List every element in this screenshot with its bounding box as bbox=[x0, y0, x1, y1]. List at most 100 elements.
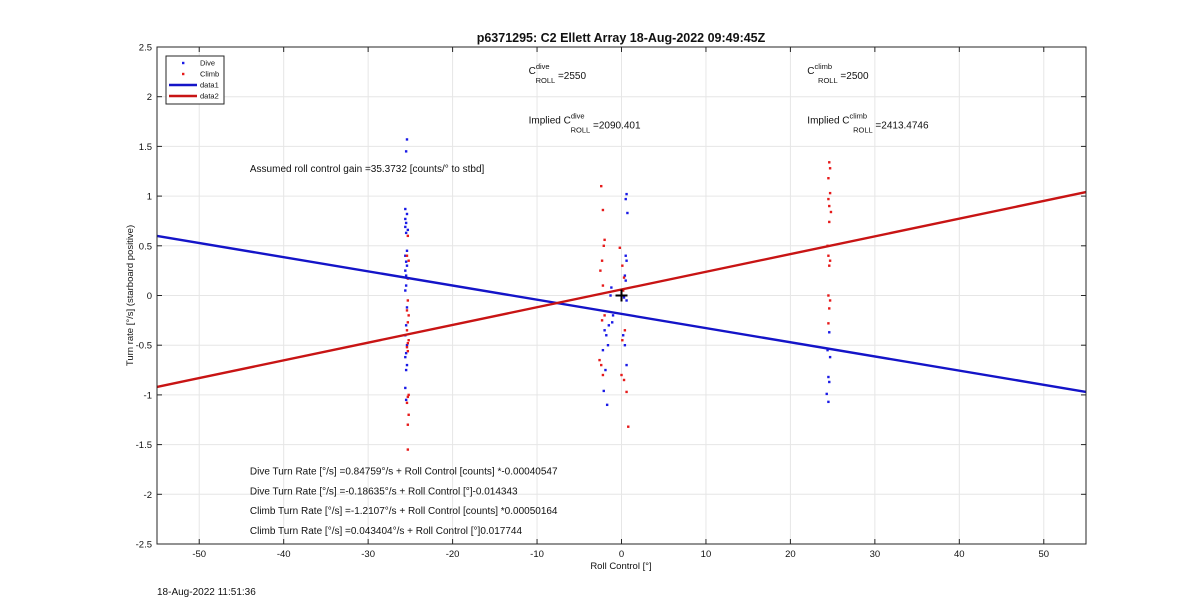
dive-point bbox=[621, 334, 625, 337]
dive-point bbox=[605, 403, 609, 407]
y-tick-label: -2 bbox=[144, 490, 152, 501]
y-tick-label: 0 bbox=[147, 291, 152, 302]
climb-point bbox=[828, 204, 831, 208]
climb-point bbox=[621, 289, 625, 292]
climb-point bbox=[405, 401, 409, 405]
dive-point bbox=[405, 212, 409, 216]
dive-point bbox=[607, 324, 611, 327]
dive-point bbox=[624, 197, 627, 201]
render-timestamp: 18-Aug-2022 11:51:36 bbox=[157, 587, 256, 598]
dive-point bbox=[624, 254, 627, 257]
climb-point bbox=[405, 254, 409, 257]
dive-point bbox=[406, 228, 410, 232]
annotation-part: =2413.4746 bbox=[873, 121, 929, 132]
y-tick-label: 1 bbox=[147, 192, 152, 203]
dive-point bbox=[828, 380, 831, 384]
dive-point bbox=[601, 348, 605, 352]
dive-point bbox=[404, 217, 407, 221]
climb-point bbox=[827, 197, 830, 201]
dive-point bbox=[623, 344, 627, 347]
climb-point bbox=[600, 259, 604, 262]
annotation-part: Dive Turn Rate [°/s] =-0.18635°/s + Roll… bbox=[250, 486, 518, 497]
dive-point bbox=[404, 254, 407, 257]
axis-ticks: -50 -40 -30 -20 -10 0 10 20 30 40 50-2.5-2-1.5-1-0… bbox=[136, 43, 1086, 560]
legend-label: data2 bbox=[200, 92, 219, 101]
annotation-part: dive bbox=[571, 112, 585, 121]
dive-point bbox=[826, 348, 829, 352]
y-tick-label: 1.5 bbox=[139, 142, 152, 153]
climb-point bbox=[827, 177, 830, 180]
dive-point bbox=[404, 207, 407, 211]
annotation-7: Climb Turn Rate [°/s] =-1.2107°/s + Roll… bbox=[250, 506, 558, 517]
climb-point bbox=[625, 390, 628, 394]
climb-point bbox=[407, 393, 410, 397]
x-tick-label: 20 bbox=[785, 549, 796, 560]
dive-point bbox=[602, 389, 605, 393]
data1-line bbox=[156, 234, 1087, 394]
climb-point bbox=[603, 314, 606, 317]
climb-point bbox=[407, 259, 410, 262]
dive-point bbox=[825, 392, 828, 396]
climb-point bbox=[828, 167, 832, 170]
annotation-part: ROLL bbox=[853, 126, 873, 135]
annotation-part: Implied C bbox=[807, 116, 849, 127]
climb-point bbox=[601, 373, 605, 377]
climb-point bbox=[620, 373, 623, 377]
climb-point bbox=[598, 358, 601, 362]
climb-point bbox=[621, 339, 624, 342]
annotation-1: Cdive ROLL =2550 bbox=[529, 62, 587, 85]
y-axis-label: Turn rate [°/s] (starboard positive) bbox=[125, 225, 136, 366]
dive-point bbox=[622, 296, 626, 299]
y-tick-label: 2 bbox=[147, 92, 152, 103]
climb-point bbox=[600, 319, 604, 322]
x-tick-label: 40 bbox=[954, 549, 965, 560]
dive-point bbox=[625, 363, 628, 367]
dive-point bbox=[404, 231, 408, 235]
climb-point bbox=[827, 254, 830, 257]
climb-point bbox=[407, 413, 410, 416]
annotation-4: Implied Cclimb ROLL =2413.4746 bbox=[807, 112, 929, 135]
dive-point bbox=[610, 286, 613, 289]
legend-label: Climb bbox=[200, 70, 219, 79]
x-tick-label: -10 bbox=[530, 549, 544, 560]
dive-point bbox=[404, 398, 408, 402]
origin-marker bbox=[615, 289, 628, 302]
annotation-2: Cclimb ROLL =2500 bbox=[807, 62, 869, 85]
climb-point bbox=[828, 259, 832, 262]
chart-title: p6371295: C2 Ellett Array 18-Aug-2022 09… bbox=[477, 31, 766, 45]
x-axis-label: Roll Control [°] bbox=[590, 561, 651, 572]
climb-point bbox=[406, 349, 410, 353]
dive-point bbox=[405, 363, 409, 367]
climb-point bbox=[627, 425, 630, 428]
x-tick-label: -20 bbox=[446, 549, 460, 560]
climb-point bbox=[618, 246, 622, 249]
climb-point bbox=[601, 284, 605, 287]
dive-point bbox=[404, 260, 408, 263]
climb-point bbox=[828, 220, 831, 224]
data-points bbox=[404, 138, 833, 451]
annotation-part: dive bbox=[536, 62, 550, 71]
y-tick-label: -0.5 bbox=[136, 341, 152, 352]
dive-point bbox=[624, 279, 627, 282]
annotation-part: Dive Turn Rate [°/s] =0.84759°/s + Roll … bbox=[250, 466, 558, 477]
dive-point bbox=[404, 289, 407, 292]
dive-point bbox=[405, 306, 409, 309]
dive-point bbox=[604, 368, 607, 372]
dive-point bbox=[404, 324, 408, 327]
dive-point bbox=[827, 400, 830, 404]
annotation-part: ROLL bbox=[571, 126, 591, 135]
dive-point bbox=[609, 294, 612, 297]
climb-point bbox=[406, 234, 410, 238]
dive-point bbox=[611, 321, 614, 324]
climb-point bbox=[407, 314, 410, 317]
x-tick-label: -40 bbox=[277, 549, 291, 560]
annotation-part: Climb Turn Rate [°/s] =-1.2107°/s + Roll… bbox=[250, 506, 558, 517]
climb-point bbox=[622, 276, 626, 279]
y-tick-label: -2.5 bbox=[136, 540, 152, 551]
x-tick-label: 10 bbox=[701, 549, 712, 560]
climb-point bbox=[828, 191, 832, 195]
annotation-5: Dive Turn Rate [°/s] =0.84759°/s + Roll … bbox=[250, 466, 558, 477]
annotation-part: C bbox=[807, 66, 814, 77]
dive-point bbox=[626, 211, 629, 215]
climb-point bbox=[407, 339, 410, 342]
